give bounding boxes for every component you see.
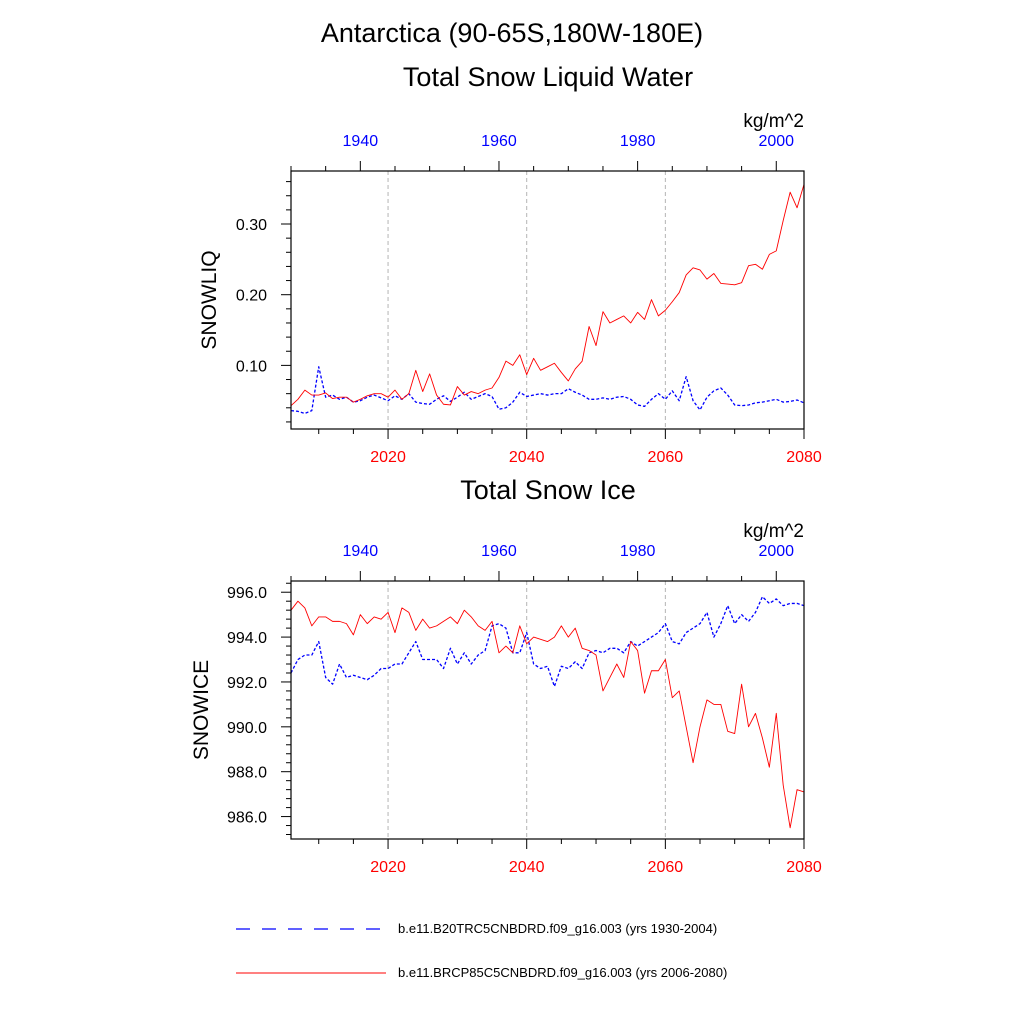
legend-item-historical: b.e11.B20TRC5CNBDRD.f09_g16.003 (yrs 193… <box>236 921 717 936</box>
legend: b.e11.B20TRC5CNBDRD.f09_g16.003 (yrs 193… <box>236 921 727 980</box>
units-label: kg/m^2 <box>743 521 804 542</box>
x-tick-label-top: 1980 <box>620 133 656 150</box>
x-tick-label-bottom: 2080 <box>786 449 822 466</box>
y-tick-label: 0.30 <box>236 217 267 234</box>
x-tick-label-top: 2000 <box>758 133 794 150</box>
x-tick-label-top: 1980 <box>620 543 656 560</box>
x-tick-label-bottom: 2040 <box>509 449 545 466</box>
y-tick-label: 988.0 <box>227 765 267 782</box>
y-tick-label: 0.10 <box>236 358 267 375</box>
y-tick-label: 992.0 <box>227 675 267 692</box>
x-tick-label-bottom: 2040 <box>509 859 545 876</box>
x-tick-label-bottom: 2060 <box>648 449 684 466</box>
plot-frame <box>290 170 805 430</box>
legend-label-future: b.e11.BRCP85C5CNBDRD.f09_g16.003 (yrs 20… <box>398 965 727 980</box>
y-tick-label: 986.0 <box>227 810 267 827</box>
snowliq-panel: Total Snow Liquid Water kg/m^2 SNOWLIQ 0.10… <box>198 62 822 466</box>
x-tick-label-bottom: 2080 <box>786 859 822 876</box>
x-tick-label-top: 1940 <box>343 133 379 150</box>
y-axis-label: SNOWLIQ <box>198 250 221 349</box>
y-tick-label: 996.0 <box>227 585 267 602</box>
x-tick-label-top: 2000 <box>758 543 794 560</box>
plot-frame <box>290 580 805 840</box>
x-tick-label-top: 1960 <box>481 133 517 150</box>
x-tick-label-bottom: 2020 <box>370 859 406 876</box>
y-tick-label: 990.0 <box>227 720 267 737</box>
series-line-future <box>290 184 805 407</box>
panel-title: Total Snow Ice <box>460 475 636 505</box>
y-tick-label: 994.0 <box>227 630 267 647</box>
x-tick-label-top: 1960 <box>481 543 517 560</box>
series-line-future <box>290 600 805 829</box>
y-axis-label: SNOWICE <box>190 660 213 760</box>
series-line-historical <box>290 596 805 688</box>
legend-label-historical: b.e11.B20TRC5CNBDRD.f09_g16.003 (yrs 193… <box>398 921 717 936</box>
units-label: kg/m^2 <box>743 111 804 132</box>
series-line-historical <box>290 366 805 415</box>
x-tick-label-bottom: 2060 <box>648 859 684 876</box>
figure-title: Antarctica (90-65S,180W-180E) <box>321 18 703 48</box>
panel-title: Total Snow Liquid Water <box>403 62 693 92</box>
y-tick-label: 0.20 <box>236 288 267 305</box>
x-tick-label-top: 1940 <box>343 543 379 560</box>
snowice-panel: Total Snow Ice kg/m^2 SNOWICE 986.0 988.0 990… <box>190 475 822 876</box>
legend-item-future: b.e11.BRCP85C5CNBDRD.f09_g16.003 (yrs 20… <box>236 965 727 980</box>
x-tick-label-bottom: 2020 <box>370 449 406 466</box>
